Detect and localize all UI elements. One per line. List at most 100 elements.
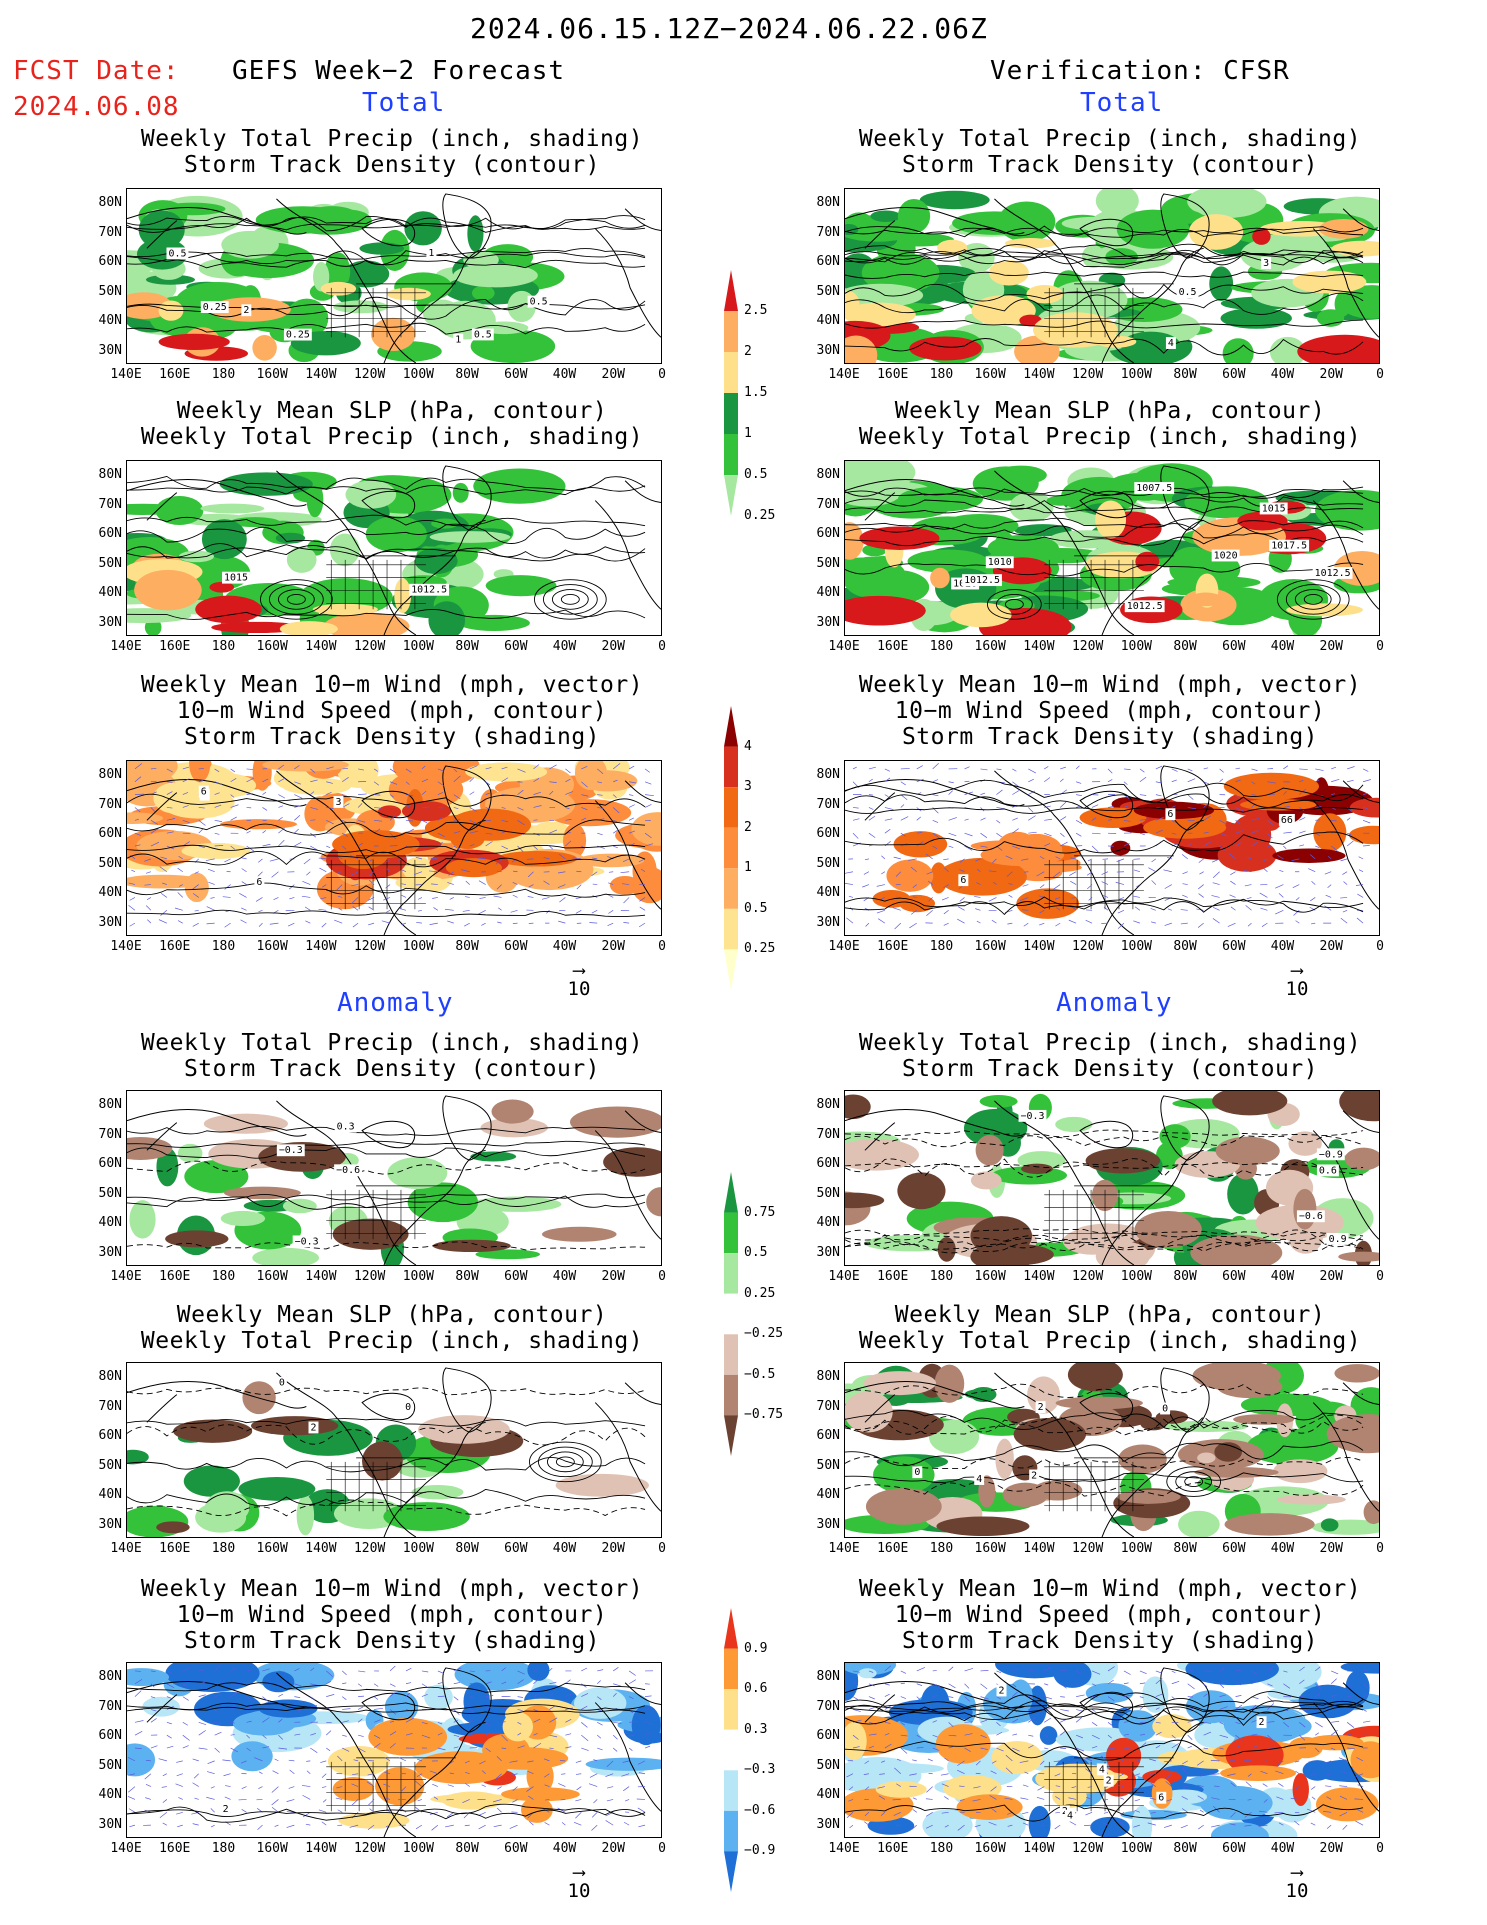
wind-vector <box>417 909 422 912</box>
wind-vector <box>996 820 1001 824</box>
shade-cell <box>995 1438 1014 1480</box>
wind-vector <box>1085 919 1093 924</box>
panel-title-l3: Weekly Mean 10−m Wind (mph, vector) 10−m… <box>112 672 672 750</box>
shade-cell <box>1293 1188 1317 1230</box>
lat-tick-label: 30N <box>98 342 122 358</box>
wind-vector <box>1235 820 1241 824</box>
wind-vector <box>1235 1704 1243 1710</box>
lon-tick-label: 140E <box>828 1841 860 1856</box>
lat-tick-label: 50N <box>816 1757 840 1773</box>
lon-tick-label: 100W <box>1120 939 1153 954</box>
lon-tick-label: 20W <box>601 639 625 654</box>
contour-label-bg <box>1269 539 1310 552</box>
wind-vector <box>1150 908 1156 911</box>
wind-vector <box>1331 819 1337 822</box>
wind-vector <box>881 871 886 875</box>
shade-cell <box>1326 1414 1379 1454</box>
wind-vector <box>437 1721 443 1725</box>
wind-vector <box>1182 883 1188 885</box>
wind-vector <box>517 845 524 853</box>
wind-vector <box>413 871 423 876</box>
shade-cell <box>454 1663 536 1691</box>
wind-vector <box>848 1799 854 1802</box>
contour-line <box>127 215 646 233</box>
contour-label: 0.25 <box>286 330 310 341</box>
wind-vector <box>1219 832 1229 837</box>
arrow-right-icon: ⟶ <box>1291 960 1303 981</box>
wind-vector <box>150 1670 156 1673</box>
shade-cell <box>972 1243 1054 1265</box>
wind-vector <box>1235 1683 1241 1686</box>
coastline-layer <box>845 1095 1379 1265</box>
wind-vector <box>1197 922 1204 928</box>
contour-layer <box>127 1125 646 1251</box>
wind-vector <box>884 777 891 783</box>
shade-cell <box>1240 798 1317 811</box>
wind-vector <box>342 767 349 770</box>
wind-vector <box>900 781 906 786</box>
lon-tick-label: 60W <box>504 1841 528 1856</box>
wind-vector <box>214 1682 224 1685</box>
wind-vector <box>1283 765 1289 770</box>
wind-vector <box>214 832 220 835</box>
wind-vector <box>240 857 247 860</box>
map-verif-precip-storm-anom: −0.9 −0.6 0.6 −0.3 0.9 <box>844 1090 1380 1266</box>
vector-ref-r3: ⟶ 10 <box>1272 960 1322 1001</box>
lat-tick-label: 60N <box>98 254 122 269</box>
wind-vector <box>591 909 598 914</box>
wind-vector <box>1228 853 1236 860</box>
contour-ring <box>538 1446 593 1478</box>
wind-vector <box>1054 1824 1061 1830</box>
shade-cell <box>886 859 934 892</box>
wind-vector <box>1044 1666 1052 1672</box>
wind-vector <box>469 830 479 834</box>
wind-vector <box>964 1683 970 1689</box>
wind-vector <box>1123 1721 1129 1723</box>
wind-vector <box>1012 1683 1017 1688</box>
contour-label-bg <box>974 1473 985 1485</box>
wind-vector <box>1040 1812 1045 1816</box>
coastline <box>1342 208 1379 232</box>
wind-vector <box>943 910 949 915</box>
wind-vector <box>1187 807 1197 810</box>
contour-line <box>127 793 646 808</box>
contour-line <box>845 1691 1364 1709</box>
wind-vector <box>1171 1680 1180 1685</box>
wind-vector <box>868 1721 877 1725</box>
shade-cell <box>870 210 901 222</box>
wind-vector <box>1150 1783 1157 1787</box>
wind-vector <box>389 768 397 774</box>
lon-tick-label: 0 <box>658 939 666 954</box>
wind-vector <box>310 1667 315 1672</box>
shade-cell <box>414 1751 508 1785</box>
wind-vector <box>865 1786 870 1791</box>
wind-vector <box>501 819 509 823</box>
wind-vector <box>389 845 398 847</box>
shade-cell <box>231 1741 273 1772</box>
lon-tick-label: 160E <box>877 639 909 654</box>
contour-line <box>845 1240 1364 1252</box>
wind-vector <box>1355 884 1364 886</box>
wind-vector <box>1278 1822 1284 1826</box>
shade-cell <box>173 1419 253 1443</box>
contour-label: 1017.5 <box>1271 541 1307 552</box>
coastline <box>864 1694 896 1723</box>
lon-tick-label: 0 <box>1376 939 1384 954</box>
map-forecast-wind-storm: 3663 <box>126 760 662 936</box>
wind-vector <box>1107 768 1113 774</box>
contour-label-bg <box>1211 549 1240 562</box>
wind-vector <box>192 893 199 898</box>
wind-vector <box>637 1807 646 1813</box>
wind-vector <box>134 1679 143 1685</box>
contour-label-bg <box>1029 1469 1040 1482</box>
wind-vector <box>1021 909 1029 911</box>
wind-vector <box>208 881 215 885</box>
wind-vector <box>158 1758 167 1762</box>
wind-vector <box>1107 1747 1116 1750</box>
wind-vector <box>593 1799 598 1804</box>
wind-vector <box>1299 817 1306 821</box>
wind-vector <box>932 845 938 849</box>
wind-vector <box>1022 1784 1029 1787</box>
wind-vector <box>1139 794 1147 796</box>
